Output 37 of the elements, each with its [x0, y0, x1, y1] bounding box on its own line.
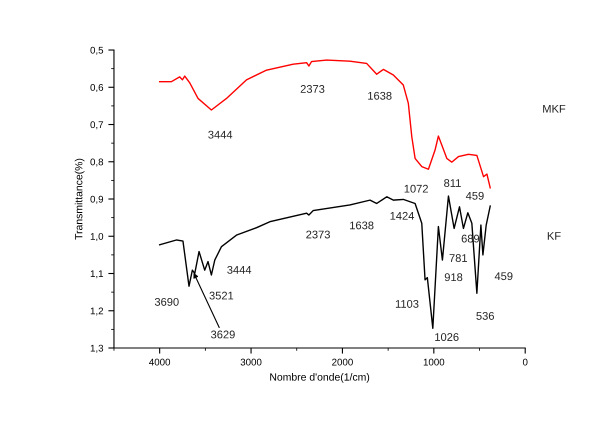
annotation: 3521: [209, 292, 234, 300]
annotation: 781: [450, 254, 468, 262]
text: MKF: [543, 104, 566, 113]
annotation: 1026: [435, 333, 459, 341]
x-tick-label: 1000: [424, 358, 444, 366]
annotation: 1424: [390, 212, 414, 220]
y-axis-title: Transmittance(%): [74, 158, 84, 240]
y-tick-label: 1,0: [90, 232, 104, 242]
annotation: 1638: [368, 92, 392, 100]
x-tick-label: 0: [522, 358, 528, 366]
annotation: 1072: [404, 184, 428, 193]
annotation: 1638: [350, 221, 374, 230]
annotation: 811: [444, 179, 461, 187]
annotation: 3629: [211, 330, 235, 338]
text: KF: [548, 232, 561, 240]
annotation: 536: [476, 312, 494, 320]
y-tick-label: 0,9: [90, 196, 104, 204]
annotation: 2373: [306, 230, 330, 238]
y-tick-label: 0,6: [90, 84, 104, 92]
annotation: 3444: [208, 130, 232, 139]
y-tick-label: 0,8: [90, 158, 104, 167]
y-tick-label: 1,1: [90, 270, 104, 278]
annotation: 3444: [227, 266, 252, 274]
y-tick-label: 1,2: [90, 307, 104, 316]
x-tick-label: 3000: [240, 358, 262, 366]
y-tick-label: 0,7: [90, 121, 104, 130]
x-tick-label: 4000: [149, 358, 170, 366]
y-tick-label: 0,5: [90, 46, 104, 55]
annotation: 459: [494, 272, 512, 280]
annotation: 3690: [154, 298, 179, 306]
annotation: 2373: [300, 85, 324, 93]
annotation: 918: [444, 273, 462, 282]
y-tick-label: 1,3: [90, 344, 104, 353]
x-axis-title: Nombre d'onde(1/cm): [270, 373, 370, 383]
annotation: 459: [466, 192, 484, 200]
x-tick-label: 2000: [332, 358, 353, 366]
annotation: 1103: [396, 300, 418, 308]
